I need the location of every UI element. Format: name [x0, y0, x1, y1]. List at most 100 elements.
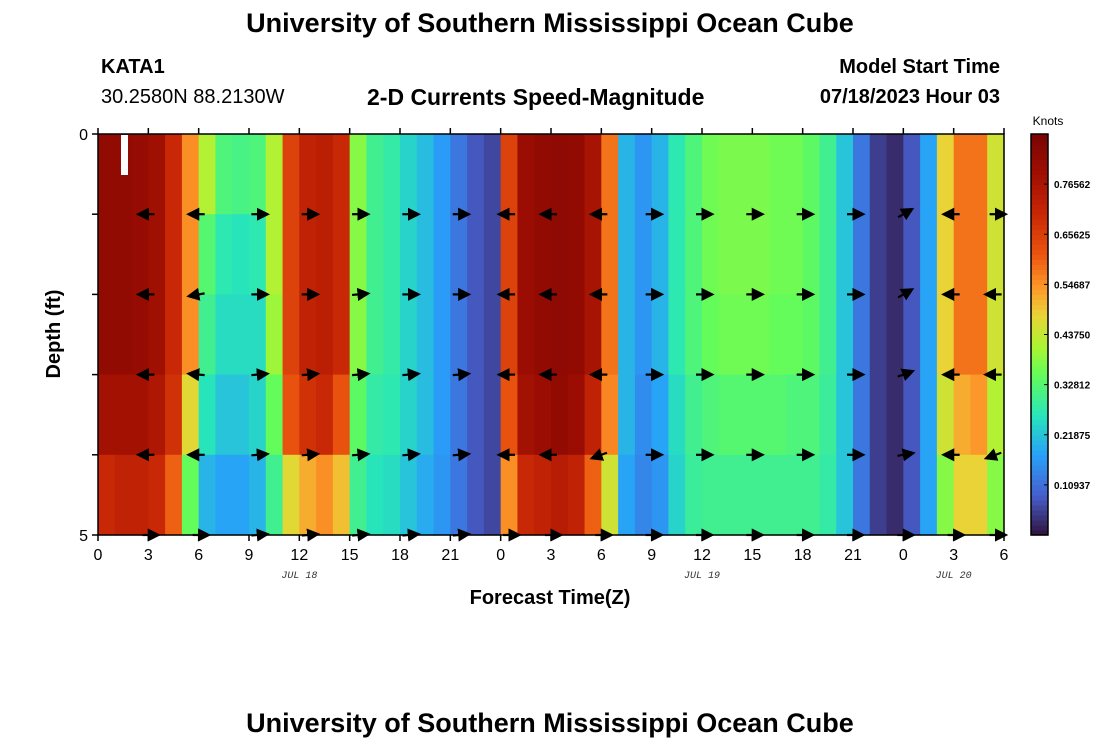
heatmap-cell [551, 454, 569, 536]
heatmap-cell [299, 214, 317, 295]
colorbar-segment [1031, 239, 1048, 245]
heatmap-cell [618, 374, 636, 456]
heatmap-cell [98, 294, 116, 376]
heatmap-cell [903, 374, 921, 456]
heatmap-cell [215, 454, 233, 536]
colorbar-tick-label: 0.65625 [1054, 230, 1091, 241]
colorbar-segment [1031, 404, 1048, 411]
heatmap-cell [936, 134, 955, 215]
colorbar-segment [1031, 344, 1048, 351]
heatmap-cell [215, 294, 233, 376]
chart-subtitle: 2-D Currents Speed-Magnitude [367, 84, 705, 110]
heatmap-cell [936, 454, 955, 536]
heatmap-cell [836, 454, 854, 536]
y-tick-label: 5 [79, 528, 88, 545]
heatmap-cell [500, 294, 519, 376]
direction-arrow [251, 448, 270, 462]
heatmap-cell [450, 374, 468, 456]
heatmap-cell [232, 454, 250, 536]
colorbar-segment [1031, 324, 1048, 331]
heatmap-cell [567, 134, 586, 215]
colorbar-segment [1031, 179, 1048, 185]
heatmap-cell [148, 374, 166, 456]
heatmap-cell [735, 214, 753, 295]
heatmap-cell [316, 454, 334, 536]
heatmap-cell [584, 294, 602, 376]
colorbar: 0.10937 0.21875 0.32812 0.43750 0.54687 0.656… [1030, 133, 1091, 536]
heatmap-cell [953, 454, 972, 536]
heatmap-cell [215, 134, 233, 215]
colorbar-segment [1031, 474, 1048, 481]
heatmap-cell [450, 214, 468, 295]
heatmap-cell [366, 214, 384, 295]
date-label: JUL 19 [684, 571, 720, 582]
colorbar-segment [1031, 334, 1048, 341]
heatmap-cell [433, 454, 451, 536]
heatmap-cell [114, 454, 133, 536]
date-label: JUL 20 [936, 571, 972, 582]
heatmap-cell [534, 454, 552, 536]
heatmap-cell [282, 134, 300, 215]
heatmap-cell [584, 454, 602, 536]
colorbar-segment [1031, 374, 1048, 381]
heatmap-cell [534, 214, 552, 295]
heatmap-cell [651, 134, 670, 215]
heatmap-cell [752, 294, 770, 376]
axes: 0 3 6 9 12 15 18 21 0 3 6 9 12 15 18 21 0 3 6 JUL 18 JUL 19 J… [79, 127, 1008, 582]
heatmap-cell [181, 374, 200, 456]
heatmap-cell [869, 294, 888, 376]
colorbar-segment [1031, 514, 1048, 521]
heatmap-cell [920, 134, 938, 215]
heatmap-cell [400, 134, 418, 215]
heatmap-cell [618, 294, 636, 376]
heatmap-cell [903, 214, 921, 295]
heatmap-cell [98, 374, 116, 456]
heatmap-cell [970, 214, 988, 295]
heatmap-cell [869, 214, 888, 295]
page-title: University of Southern Mississippi Ocean… [246, 8, 854, 38]
heatmap-cell [769, 214, 787, 295]
model-start-marker [121, 135, 128, 175]
model-start-value: 07/18/2023 Hour 03 [819, 86, 1000, 108]
heatmap-cell [467, 294, 485, 376]
heatmap-cell [249, 454, 267, 536]
heatmap-cell [433, 214, 451, 295]
heatmap-cell [567, 214, 586, 295]
heatmap-cell [584, 214, 602, 295]
heatmap-cell [383, 214, 401, 295]
colorbar-segment [1031, 434, 1048, 441]
heatmap-cell [383, 374, 401, 456]
colorbar-segment [1031, 464, 1048, 471]
colorbar-segment [1031, 159, 1048, 165]
colorbar-segment [1031, 329, 1048, 336]
heatmap-cell [936, 214, 955, 295]
heatmap-cell [131, 374, 149, 456]
direction-arrow [251, 368, 270, 382]
heatmap-cell [165, 134, 183, 215]
colorbar-segment [1031, 319, 1048, 326]
colorbar-segment [1031, 444, 1048, 451]
heatmap-cell [198, 134, 217, 215]
heatmap-cell [702, 134, 720, 215]
heatmap-cell [148, 294, 166, 376]
direction-arrow [589, 448, 608, 461]
heatmap-cell [836, 294, 854, 376]
heatmap-cell [131, 454, 149, 536]
colorbar-segment [1031, 214, 1048, 220]
heatmap-cell [282, 214, 300, 295]
heatmap-cell [853, 454, 871, 536]
colorbar-segment [1031, 454, 1048, 461]
colorbar-segment [1031, 154, 1048, 160]
colorbar-segment [1031, 289, 1048, 295]
heatmap-cell [685, 294, 703, 376]
x-tick-label: 15 [743, 547, 761, 564]
heatmap-cell [316, 134, 334, 215]
heatmap-cell [366, 374, 384, 456]
colorbar-segment [1031, 204, 1048, 210]
heatmap-cell [332, 294, 351, 376]
heatmap-cell [752, 214, 770, 295]
colorbar-segment [1031, 494, 1048, 501]
colorbar-segment [1031, 199, 1048, 205]
heatmap-cell [450, 134, 468, 215]
x-tick-label: 21 [844, 547, 862, 564]
